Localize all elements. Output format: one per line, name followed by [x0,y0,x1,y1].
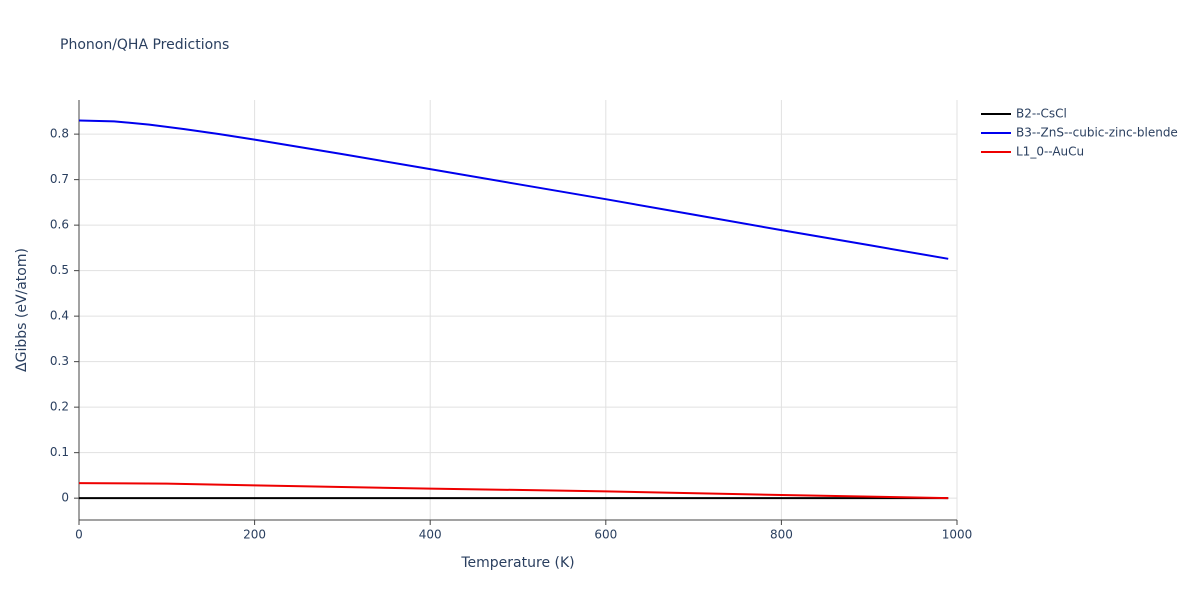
x-tick-label: 0 [75,528,83,542]
legend-label: L1_0--AuCu [1016,145,1084,159]
y-tick-label: 0.6 [50,218,69,232]
legend-label: B3--ZnS--cubic-zinc-blende [1016,126,1178,140]
y-tick-label: 0.2 [50,400,69,414]
x-tick-label: 400 [419,528,442,542]
series-line [78,119,949,260]
y-tick-label: 0.3 [50,354,69,368]
x-tick-label: 800 [770,528,793,542]
y-tick-label: 0.7 [50,172,69,186]
legend-label: B2--CsCl [1016,107,1067,121]
y-axis-title: ΔGibbs (eV/atom) [14,248,30,372]
series-line [78,482,949,500]
y-tick-label: 0.8 [50,127,69,141]
x-tick-label: 200 [243,528,266,542]
y-tick-label: 0 [61,491,69,505]
y-tick-label: 0.1 [50,445,69,459]
x-axis-title: Temperature (K) [460,555,574,571]
x-tick-label: 600 [594,528,617,542]
y-tick-label: 0.4 [50,309,69,323]
x-tick-label: 1000 [942,528,973,542]
y-tick-label: 0.5 [50,263,69,277]
chart-title: Phonon/QHA Predictions [60,37,229,53]
